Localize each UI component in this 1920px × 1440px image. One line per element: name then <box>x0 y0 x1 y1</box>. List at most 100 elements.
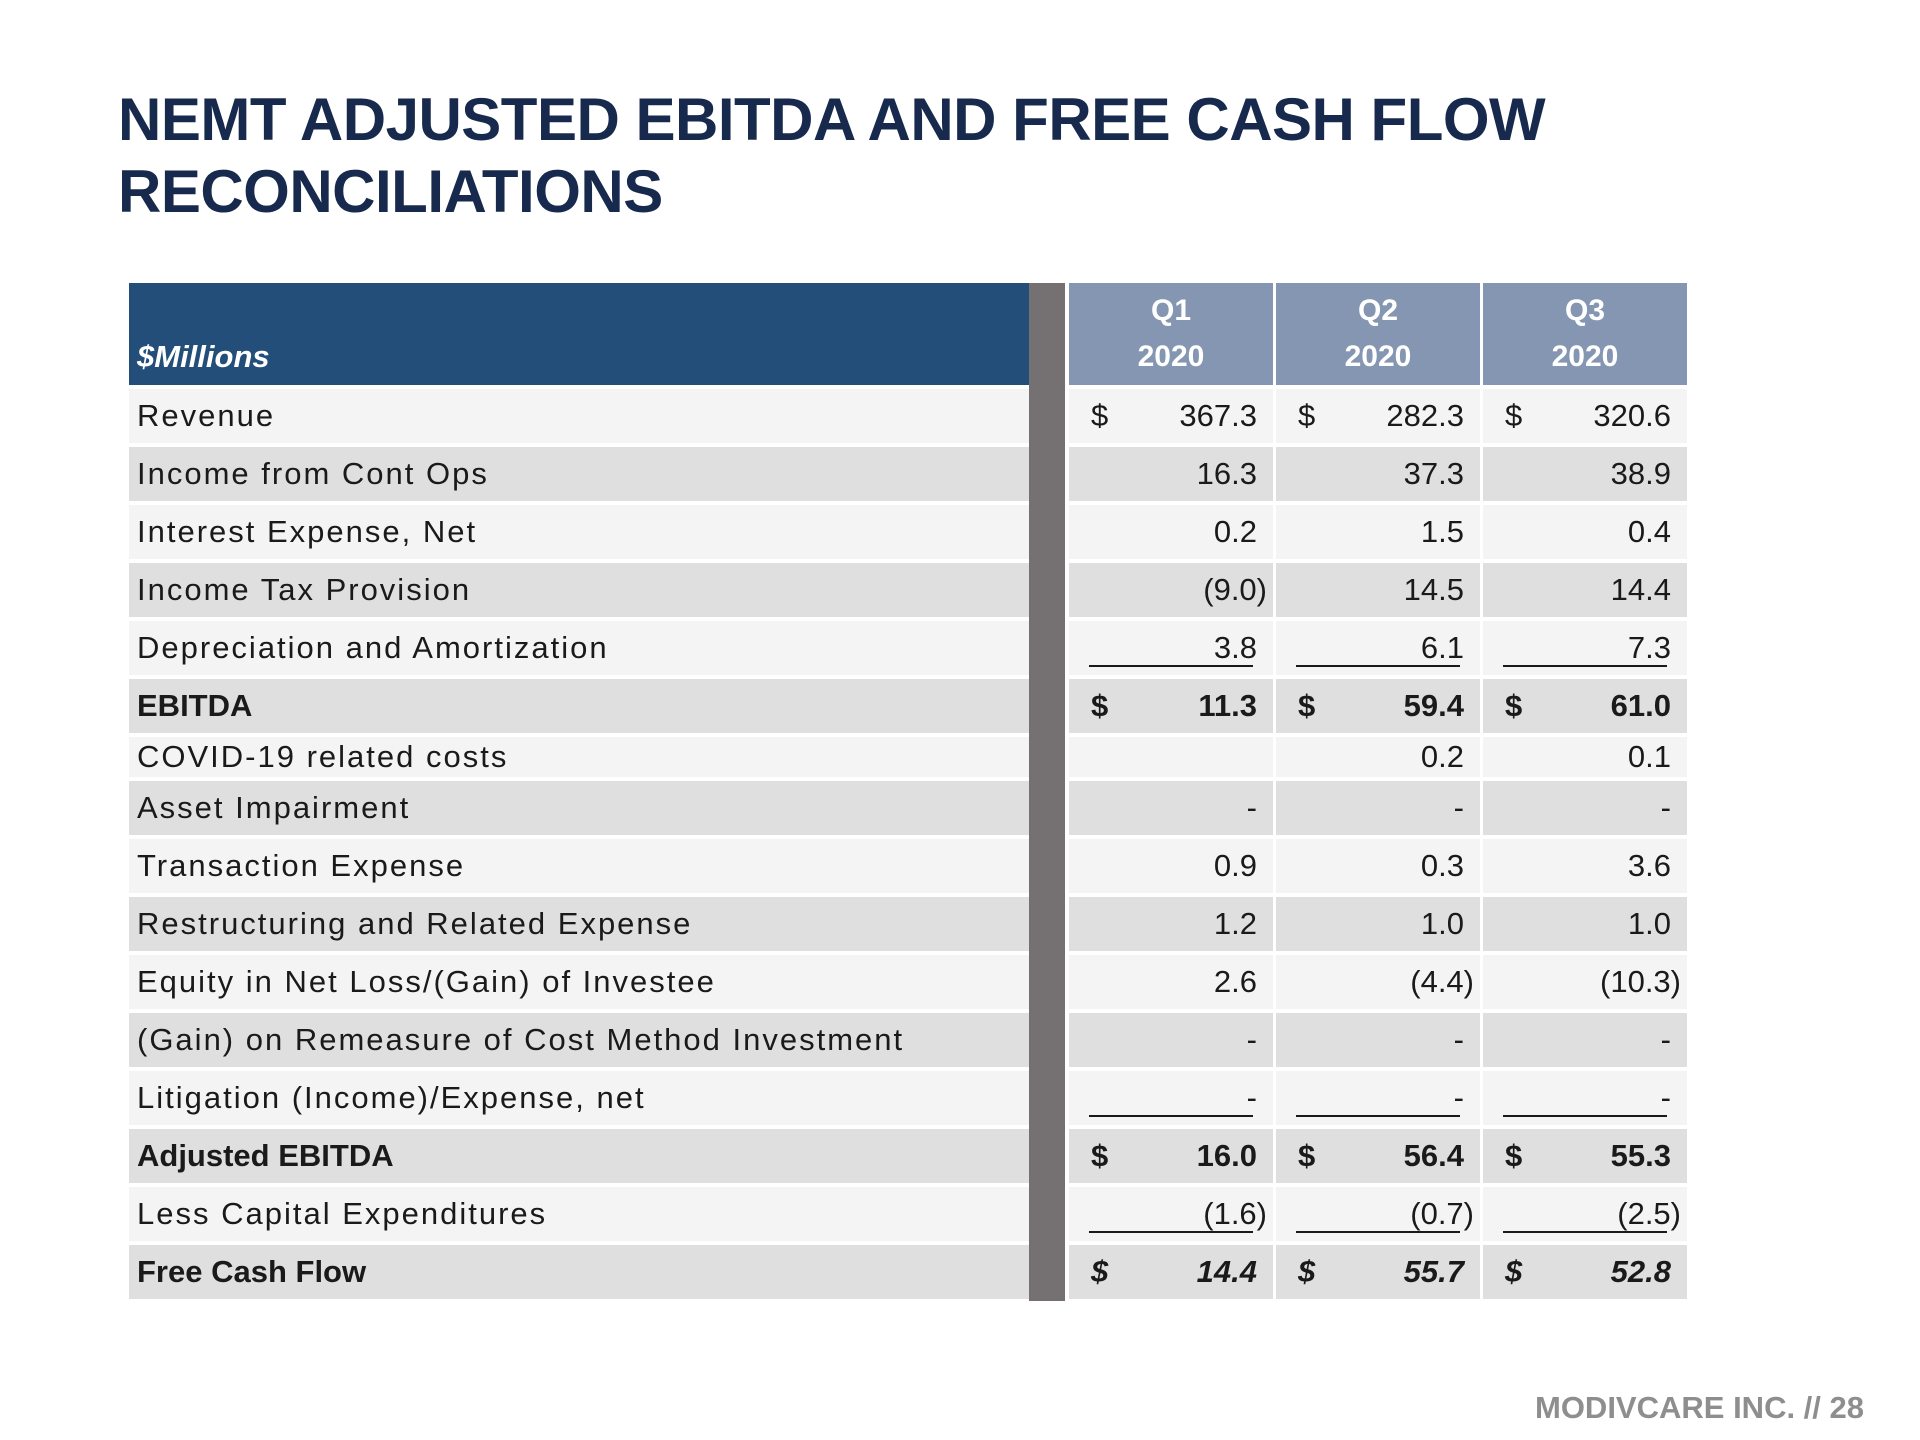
amount: (1.6) <box>1203 1196 1267 1231</box>
amount: 14.4 <box>1196 1254 1257 1289</box>
amount: 1.0 <box>1627 906 1671 941</box>
column-header-q2: Q2 2020 <box>1276 283 1480 385</box>
value-cell: 37.3 <box>1276 447 1480 501</box>
amount: - <box>1660 1080 1671 1115</box>
value-cell: 14.5 <box>1276 563 1480 617</box>
currency-symbol: $ <box>1505 1254 1523 1289</box>
amount: 61.0 <box>1610 688 1671 723</box>
amount: - <box>1246 790 1257 825</box>
row-label: Restructuring and Related Expense <box>129 897 1029 951</box>
table-row: (Gain) on Remeasure of Cost Method Inves… <box>129 1013 1692 1067</box>
value-cell: (4.4) <box>1276 955 1480 1009</box>
row-label: Litigation (Income)/Expense, net <box>129 1071 1029 1125</box>
value-cell: (2.5) <box>1483 1187 1687 1241</box>
amount: 16.0 <box>1196 1138 1257 1173</box>
value-cell: - <box>1069 1013 1273 1067</box>
value-cell: $14.4 <box>1069 1245 1273 1299</box>
column-year: 2020 <box>1137 340 1205 373</box>
row-label: Equity in Net Loss/(Gain) of Investee <box>129 955 1029 1009</box>
table-row: EBITDA $11.3 $59.4 $61.0 <box>129 679 1692 733</box>
amount: - <box>1660 790 1671 825</box>
table-row: Revenue $367.3 $282.3 $320.6 <box>129 389 1692 443</box>
amount: 55.7 <box>1403 1254 1464 1289</box>
value-cell: $61.0 <box>1483 679 1687 733</box>
row-label: Less Capital Expenditures <box>129 1187 1029 1241</box>
amount: 0.3 <box>1420 848 1464 883</box>
value-cell: - <box>1276 1013 1480 1067</box>
value-cell: (9.0) <box>1069 563 1273 617</box>
value-cell: 0.9 <box>1069 839 1273 893</box>
column-quarter: Q3 <box>1564 294 1606 327</box>
currency-symbol: $ <box>1298 1254 1316 1289</box>
value-cell: 1.5 <box>1276 505 1480 559</box>
value-cell: $16.0 <box>1069 1129 1273 1183</box>
amount: 56.4 <box>1403 1138 1464 1173</box>
currency-symbol: $ <box>1505 1138 1523 1173</box>
amount: (0.7) <box>1410 1196 1474 1231</box>
value-cell: - <box>1483 1013 1687 1067</box>
units-header: $Millions <box>129 283 1029 385</box>
row-label: Interest Expense, Net <box>129 505 1029 559</box>
value-cell: 6.1 <box>1276 621 1480 675</box>
value-cell: - <box>1276 781 1480 835</box>
value-cell: 1.2 <box>1069 897 1273 951</box>
currency-symbol: $ <box>1505 398 1523 433</box>
table-row: Equity in Net Loss/(Gain) of Investee 2.6… <box>129 955 1692 1009</box>
table-row: Income Tax Provision (9.0) 14.5 14.4 <box>129 563 1692 617</box>
amount: 0.2 <box>1420 739 1464 774</box>
amount: (2.5) <box>1617 1196 1681 1231</box>
currency-symbol: $ <box>1505 688 1523 723</box>
table-body: Revenue $367.3 $282.3 $320.6 Income from Con… <box>129 389 1692 1299</box>
value-cell: $55.3 <box>1483 1129 1687 1183</box>
value-cell: 16.3 <box>1069 447 1273 501</box>
column-quarter: Q2 <box>1357 294 1399 327</box>
table-row: COVID-19 related costs 0.2 0.1 <box>129 737 1692 777</box>
amount: 52.8 <box>1610 1254 1671 1289</box>
row-label: Asset Impairment <box>129 781 1029 835</box>
column-header-q1: Q1 2020 <box>1069 283 1273 385</box>
value-cell <box>1069 737 1273 777</box>
value-cell: - <box>1483 781 1687 835</box>
value-cell: 0.2 <box>1276 737 1480 777</box>
currency-symbol: $ <box>1091 398 1109 433</box>
amount: 0.9 <box>1213 848 1257 883</box>
value-cell: 0.4 <box>1483 505 1687 559</box>
amount: 11.3 <box>1198 688 1257 723</box>
amount: 0.2 <box>1213 514 1257 549</box>
amount: - <box>1453 790 1464 825</box>
row-label: Depreciation and Amortization <box>129 621 1029 675</box>
value-cell: (10.3) <box>1483 955 1687 1009</box>
column-header-q3: Q3 2020 <box>1483 283 1687 385</box>
amount: - <box>1246 1022 1257 1057</box>
table-row: Transaction Expense 0.9 0.3 3.6 <box>129 839 1692 893</box>
value-cell: 3.6 <box>1483 839 1687 893</box>
currency-symbol: $ <box>1298 688 1316 723</box>
value-cell: (1.6) <box>1069 1187 1273 1241</box>
amount: 367.3 <box>1179 398 1257 433</box>
value-cell: 0.1 <box>1483 737 1687 777</box>
value-cell: - <box>1483 1071 1687 1125</box>
row-label: Income Tax Provision <box>129 563 1029 617</box>
amount: 2.6 <box>1213 964 1257 999</box>
amount: 1.5 <box>1420 514 1464 549</box>
value-cell: - <box>1276 1071 1480 1125</box>
amount: - <box>1660 1022 1671 1057</box>
table-row: Restructuring and Related Expense 1.2 1.0 1… <box>129 897 1692 951</box>
amount: 3.8 <box>1213 630 1257 665</box>
amount: 14.4 <box>1610 572 1671 607</box>
column-year: 2020 <box>1551 340 1619 373</box>
row-label: Free Cash Flow <box>129 1245 1029 1299</box>
amount: 0.1 <box>1627 739 1671 774</box>
value-cell: 2.6 <box>1069 955 1273 1009</box>
row-label: Adjusted EBITDA <box>129 1129 1029 1183</box>
page-title-line-1: NEMT ADJUSTED EBITDA AND FREE CASH FLOW <box>118 86 1546 153</box>
value-cell: - <box>1069 1071 1273 1125</box>
amount: 59.4 <box>1403 688 1464 723</box>
row-label: EBITDA <box>129 679 1029 733</box>
table-row: Asset Impairment - - - <box>129 781 1692 835</box>
value-cell: 0.3 <box>1276 839 1480 893</box>
value-cell: (0.7) <box>1276 1187 1480 1241</box>
value-cell: $11.3 <box>1069 679 1273 733</box>
amount: (10.3) <box>1600 964 1681 999</box>
amount: 38.9 <box>1610 456 1671 491</box>
